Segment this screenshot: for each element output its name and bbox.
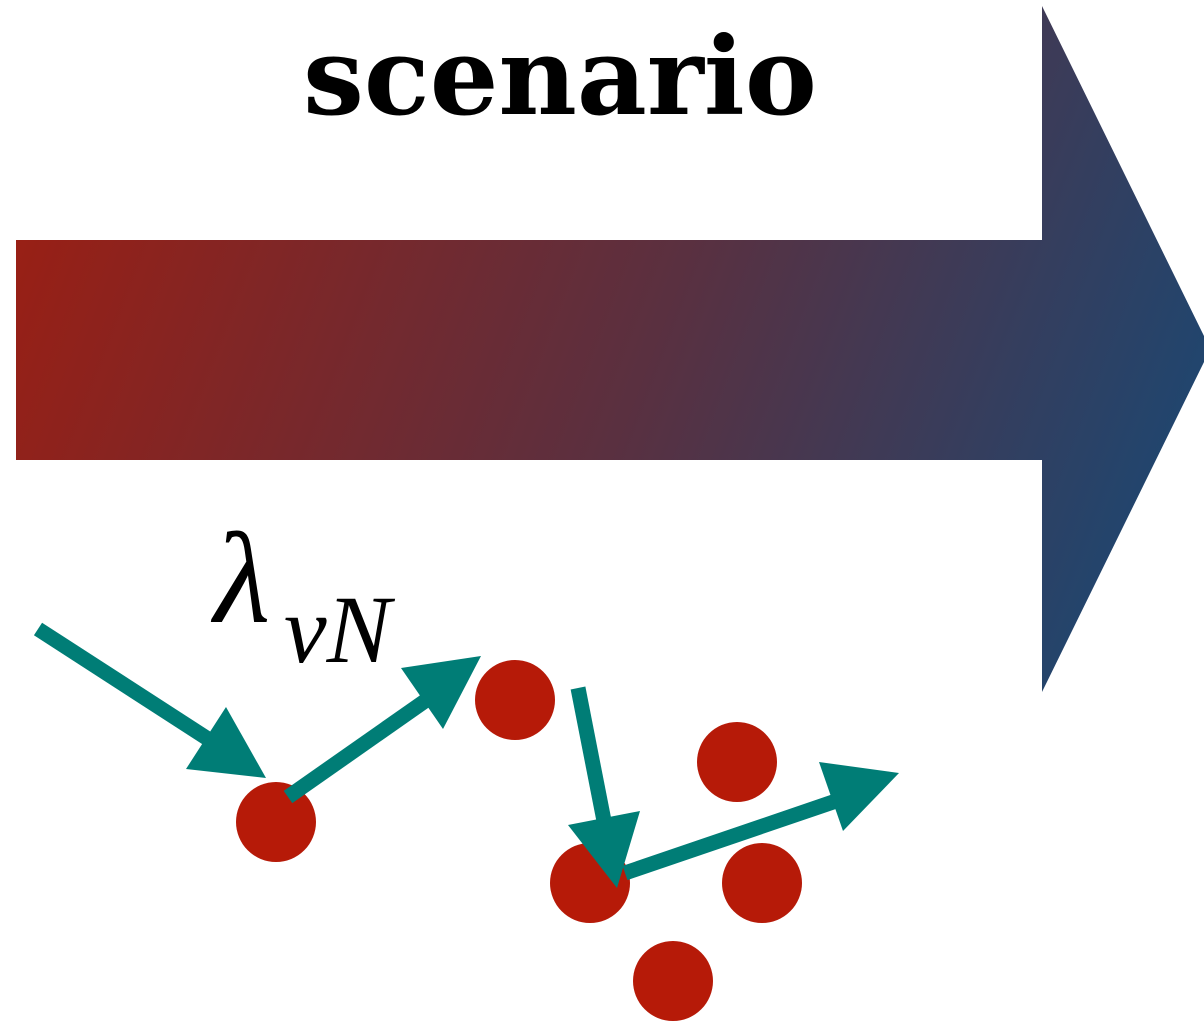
particle: [236, 782, 316, 862]
particle: [475, 660, 555, 740]
neutrino-track: [33, 622, 899, 888]
track-segment: [33, 622, 227, 755]
lambda-subscript: νN: [284, 576, 396, 683]
particle: [633, 941, 713, 1021]
lambda-symbol: λ: [210, 507, 270, 651]
big-arrow: [16, 6, 1204, 692]
diagram-title: scenario: [303, 14, 817, 140]
track-segment: [283, 687, 440, 804]
track-arrowhead: [186, 707, 266, 778]
particle: [722, 843, 802, 923]
track-segment: [570, 686, 614, 833]
particle: [697, 722, 777, 802]
track-arrowhead: [401, 656, 481, 729]
interaction-label: λ νN: [210, 507, 396, 683]
track-arrowhead: [568, 811, 640, 888]
track-segment: [622, 793, 839, 881]
track-arrowhead: [819, 762, 899, 831]
